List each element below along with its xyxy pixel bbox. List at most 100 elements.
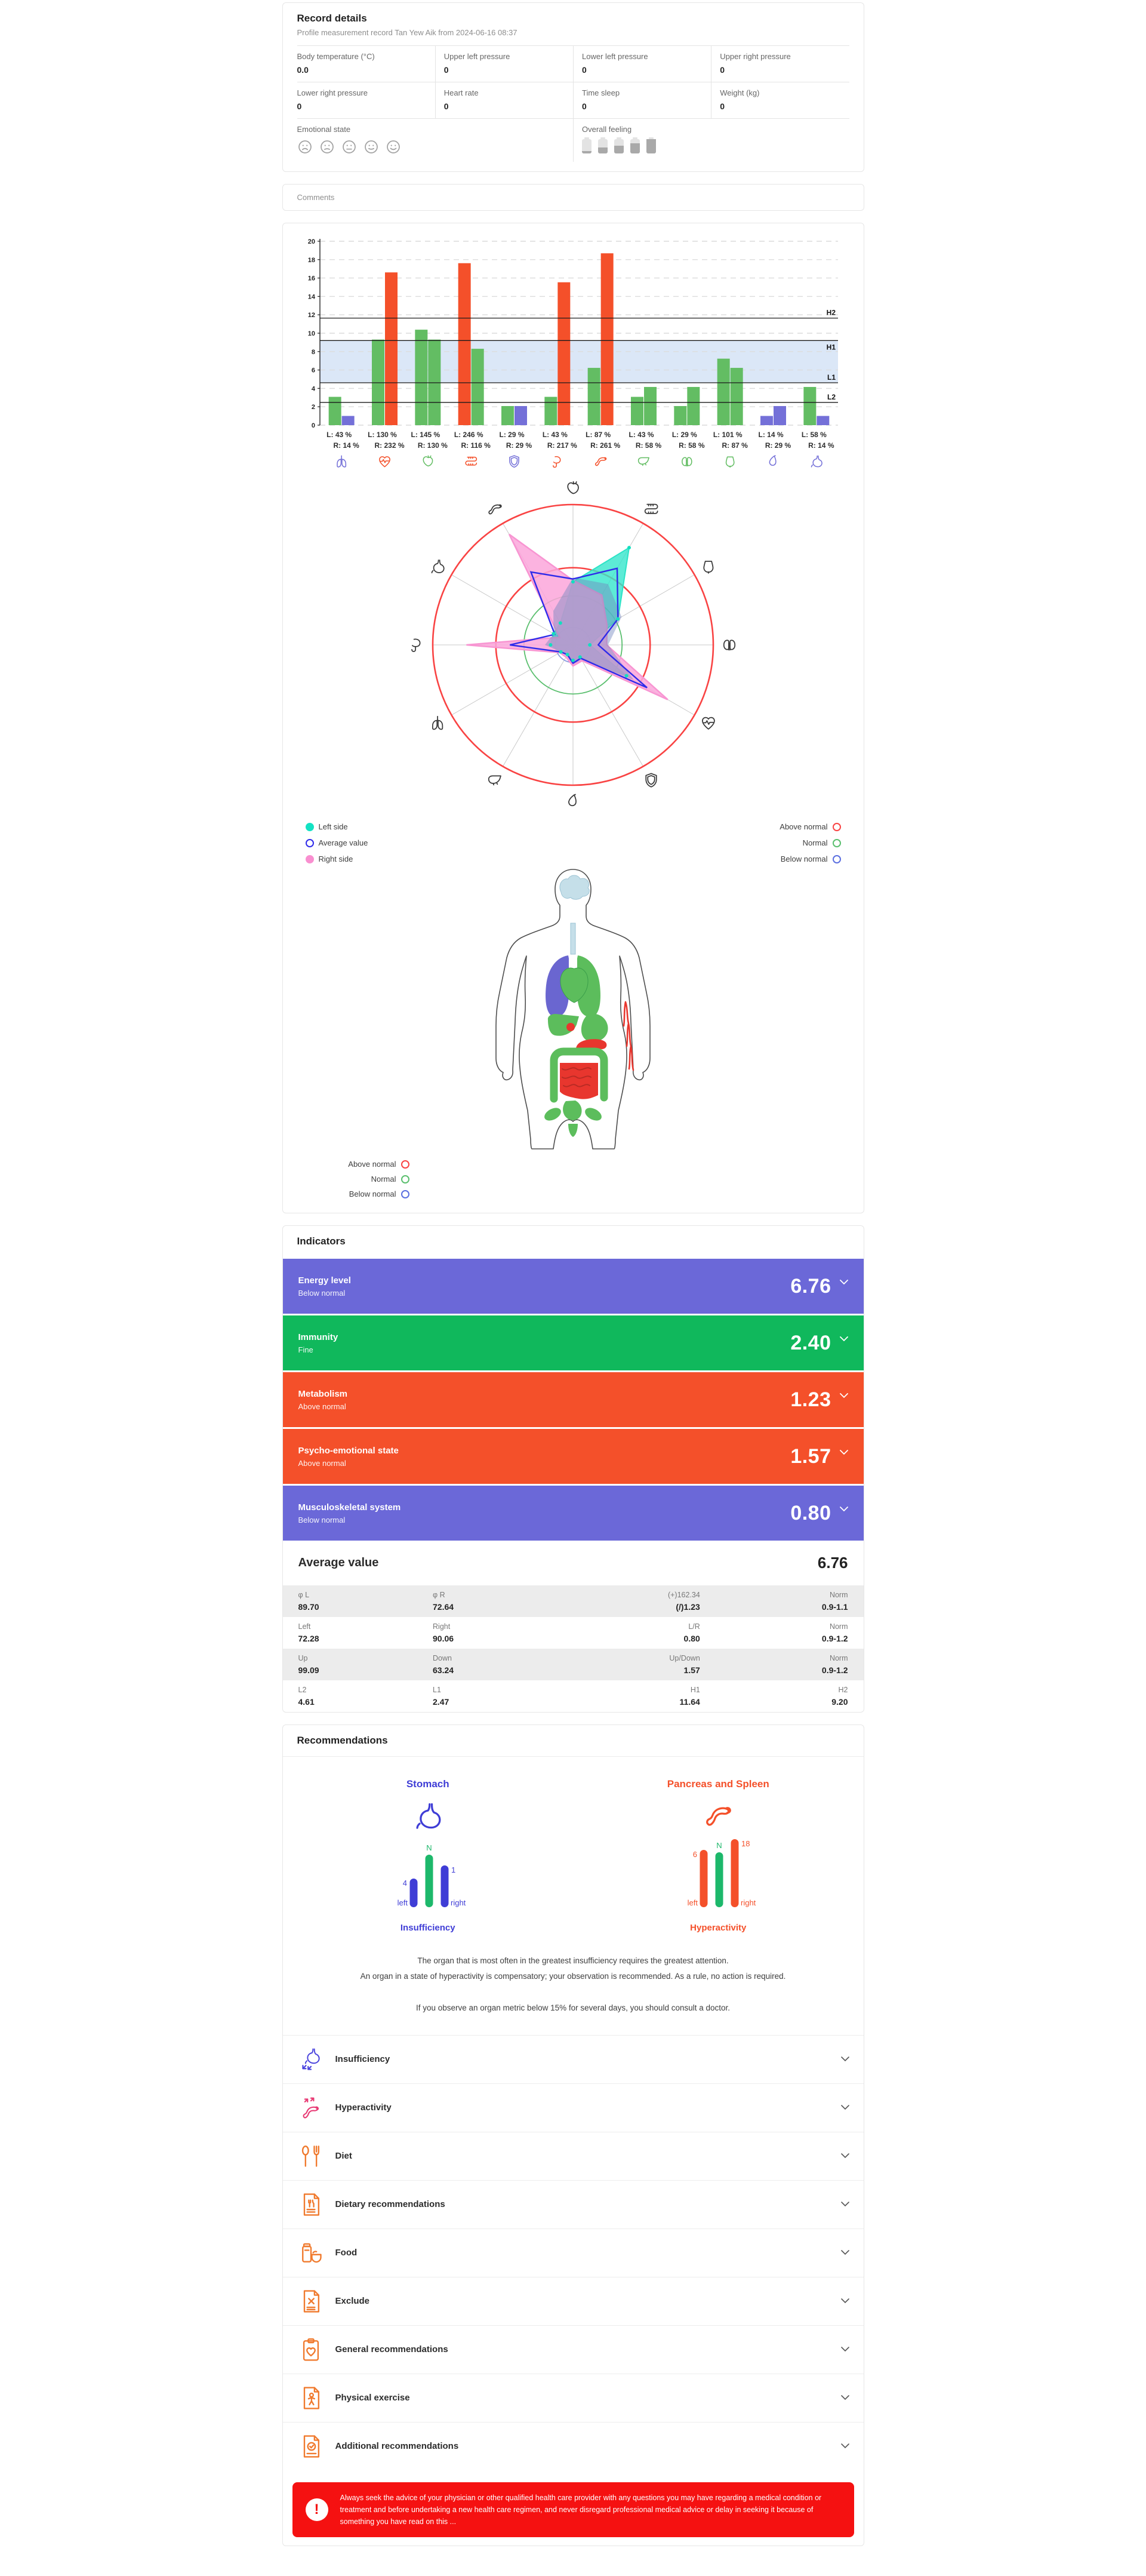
stomach-name: Stomach — [406, 1778, 449, 1790]
metric-lower-left-pressure: Lower left pressure 0 — [573, 45, 711, 82]
indicator-metabolism[interactable]: Metabolism Above normal 1.23 — [282, 1372, 864, 1427]
accordion-physical-exercise[interactable]: Physical exercise — [282, 2373, 864, 2422]
svg-text:20: 20 — [308, 238, 315, 245]
chevron-down-icon[interactable] — [840, 2250, 849, 2255]
organ-bar-chart: 0 2 4 6 8 10 12 14 16 18 20 L: 43 % R: 14 % L: 130 % R… — [308, 238, 838, 468]
arm-vessels-organ — [623, 1001, 634, 1071]
accordion-additional-recommendations[interactable]: Additional recommendations — [282, 2421, 864, 2470]
small-intestine-folds — [562, 1067, 592, 1087]
chevron-down-icon[interactable] — [839, 1449, 848, 1455]
svg-text:L: 246 %: L: 246 % — [454, 431, 483, 439]
svg-text:N: N — [426, 1843, 432, 1852]
body-map — [495, 869, 651, 1149]
below-normal-swatch — [832, 854, 841, 863]
pancreas-icon — [701, 1800, 735, 1833]
svg-text:R: 29 %: R: 29 % — [506, 441, 532, 450]
svg-text:4: 4 — [312, 385, 316, 392]
battery-icon — [646, 137, 656, 153]
accordion-general-recommendations[interactable]: General recommendations — [282, 2325, 864, 2374]
accordion-diet[interactable]: Diet — [282, 2131, 864, 2180]
emoji-very-sad-icon — [298, 140, 312, 153]
heart-organ — [560, 967, 589, 1003]
svg-text:H1: H1 — [827, 343, 836, 351]
indicator-psycho-emotional[interactable]: Psycho-emotional state Above normal 1.57 — [282, 1429, 864, 1484]
accordion-dietary-recommendations[interactable]: Dietary recommendations — [282, 2180, 864, 2228]
emoji-happy-icon — [386, 140, 400, 153]
chevron-down-icon[interactable] — [840, 2298, 849, 2304]
accordion-food[interactable]: Food — [282, 2228, 864, 2277]
accordion-exclude[interactable]: Exclude — [282, 2276, 864, 2325]
chevron-down-icon[interactable] — [839, 1336, 848, 1342]
chevron-down-icon[interactable] — [839, 1506, 848, 1512]
svg-text:R: 87 %: R: 87 % — [722, 441, 748, 450]
stomach-icon — [411, 1800, 445, 1833]
svg-text:0: 0 — [312, 422, 315, 429]
body-map-legend: Above normal Normal Below normal — [290, 1152, 409, 1207]
svg-text:R: 116 %: R: 116 % — [461, 441, 491, 450]
pancreas-name: Pancreas and Spleen — [667, 1778, 769, 1790]
table-row: Left 72.28 Right 90.06 L/R 0.80 Norm 0.9-1.2 — [298, 1622, 848, 1643]
svg-text:R: 14 %: R: 14 % — [333, 441, 359, 450]
hyperactivity-pancreas-icon — [297, 2095, 325, 2121]
svg-text:6: 6 — [312, 367, 315, 374]
chevron-down-icon[interactable] — [840, 2153, 849, 2159]
average-value-swatch — [305, 838, 314, 847]
accordion-hyperactivity[interactable]: Hyperactivity — [282, 2083, 864, 2132]
indicator-immunity[interactable]: Immunity Fine 2.40 — [282, 1315, 864, 1370]
chevron-down-icon[interactable] — [840, 2057, 849, 2062]
hyperactivity-label: Hyperactivity — [690, 1923, 747, 1933]
chevron-down-icon[interactable] — [839, 1392, 848, 1398]
stomach-mini-chart: 4 N 1 left right — [397, 1843, 466, 1907]
gallbladder-organ — [566, 1023, 575, 1031]
focus-organs: Stomach 4 N 1 left right Insufficiency Pancr… — [283, 1757, 864, 1938]
indicator-energy-level[interactable]: Energy level Below normal 6.76 — [282, 1259, 864, 1314]
chevron-down-icon[interactable] — [840, 2395, 849, 2400]
insufficiency-stomach-icon — [297, 2046, 325, 2073]
svg-text:L: 29 %: L: 29 % — [672, 431, 697, 439]
radar-legend-right: Above normal Normal Below normal — [780, 822, 841, 863]
check-document-icon — [297, 2433, 325, 2460]
svg-text:L: 29 %: L: 29 % — [499, 431, 524, 439]
legend-above-normal: Above normal — [780, 822, 841, 831]
svg-text:1: 1 — [451, 1865, 455, 1874]
svg-text:R: 14 %: R: 14 % — [808, 441, 834, 450]
average-value-row: Average value 6.76 — [298, 1554, 848, 1572]
svg-text:L: 43 %: L: 43 % — [326, 431, 352, 439]
chevron-down-icon[interactable] — [840, 2105, 849, 2110]
emoji-neutral-icon — [342, 140, 356, 153]
report-page: Record details Profile measurement recor… — [282, 0, 864, 2576]
body-legend-above: Above normal — [301, 1160, 409, 1169]
metrics-grid: Body temperature (°C) 0.0 Upper left pres… — [297, 45, 849, 162]
large-intestine-organ — [550, 1047, 608, 1103]
chevron-down-icon[interactable] — [840, 2347, 849, 2352]
note-line: The organ that is most often in the grea… — [417, 1956, 729, 1965]
chevron-down-icon[interactable] — [840, 2443, 849, 2449]
recommendation-notes: The organ that is most often in the grea… — [283, 1938, 864, 2018]
charts-card: 0 2 4 6 8 10 12 14 16 18 20 L: 43 % R: 14 % L: 130 % R… — [282, 223, 864, 1213]
recommendations-accordion: Insufficiency Hyperactivity Diet — [282, 2034, 864, 2470]
indicators-card: Indicators Energy level Below normal 6.76… — [282, 1225, 864, 1713]
svg-text:L: 58 %: L: 58 % — [802, 431, 827, 439]
sigmoid-colon-organ — [563, 1101, 582, 1120]
svg-text:H2: H2 — [827, 309, 836, 317]
medical-disclaimer-banner: ! Always seek the advice of your physici… — [292, 2482, 854, 2537]
pelvic-left-organ — [544, 1108, 561, 1121]
svg-text:R: 29 %: R: 29 % — [765, 441, 791, 450]
indicator-musculoskeletal[interactable]: Musculoskeletal system Below normal 0.80 — [282, 1486, 864, 1541]
chevron-down-icon[interactable] — [840, 2202, 849, 2207]
chevron-down-icon[interactable] — [839, 1279, 848, 1285]
svg-text:L: 101 %: L: 101 % — [713, 431, 743, 439]
accordion-insufficiency[interactable]: Insufficiency — [282, 2034, 864, 2083]
right-side-swatch — [305, 854, 314, 863]
pancreas-block: Pancreas and Spleen 6 N 18 left right Hypera… — [573, 1778, 864, 1933]
emoji-sad-icon — [320, 140, 334, 153]
legend-average-value: Average value — [305, 838, 368, 847]
left-side-swatch — [305, 822, 314, 831]
food-jars-icon — [297, 2240, 325, 2266]
values-table: φ L 89.70 φ R 72.64 (+)162.34 (/)1.23 Norm 0… — [282, 1585, 864, 1712]
diet-document-icon — [297, 2191, 325, 2218]
exercise-document-icon — [297, 2385, 325, 2411]
trachea-organ — [570, 923, 576, 955]
metric-heart-rate: Heart rate 0 — [435, 82, 573, 118]
legend-right-side: Right side — [305, 854, 368, 863]
